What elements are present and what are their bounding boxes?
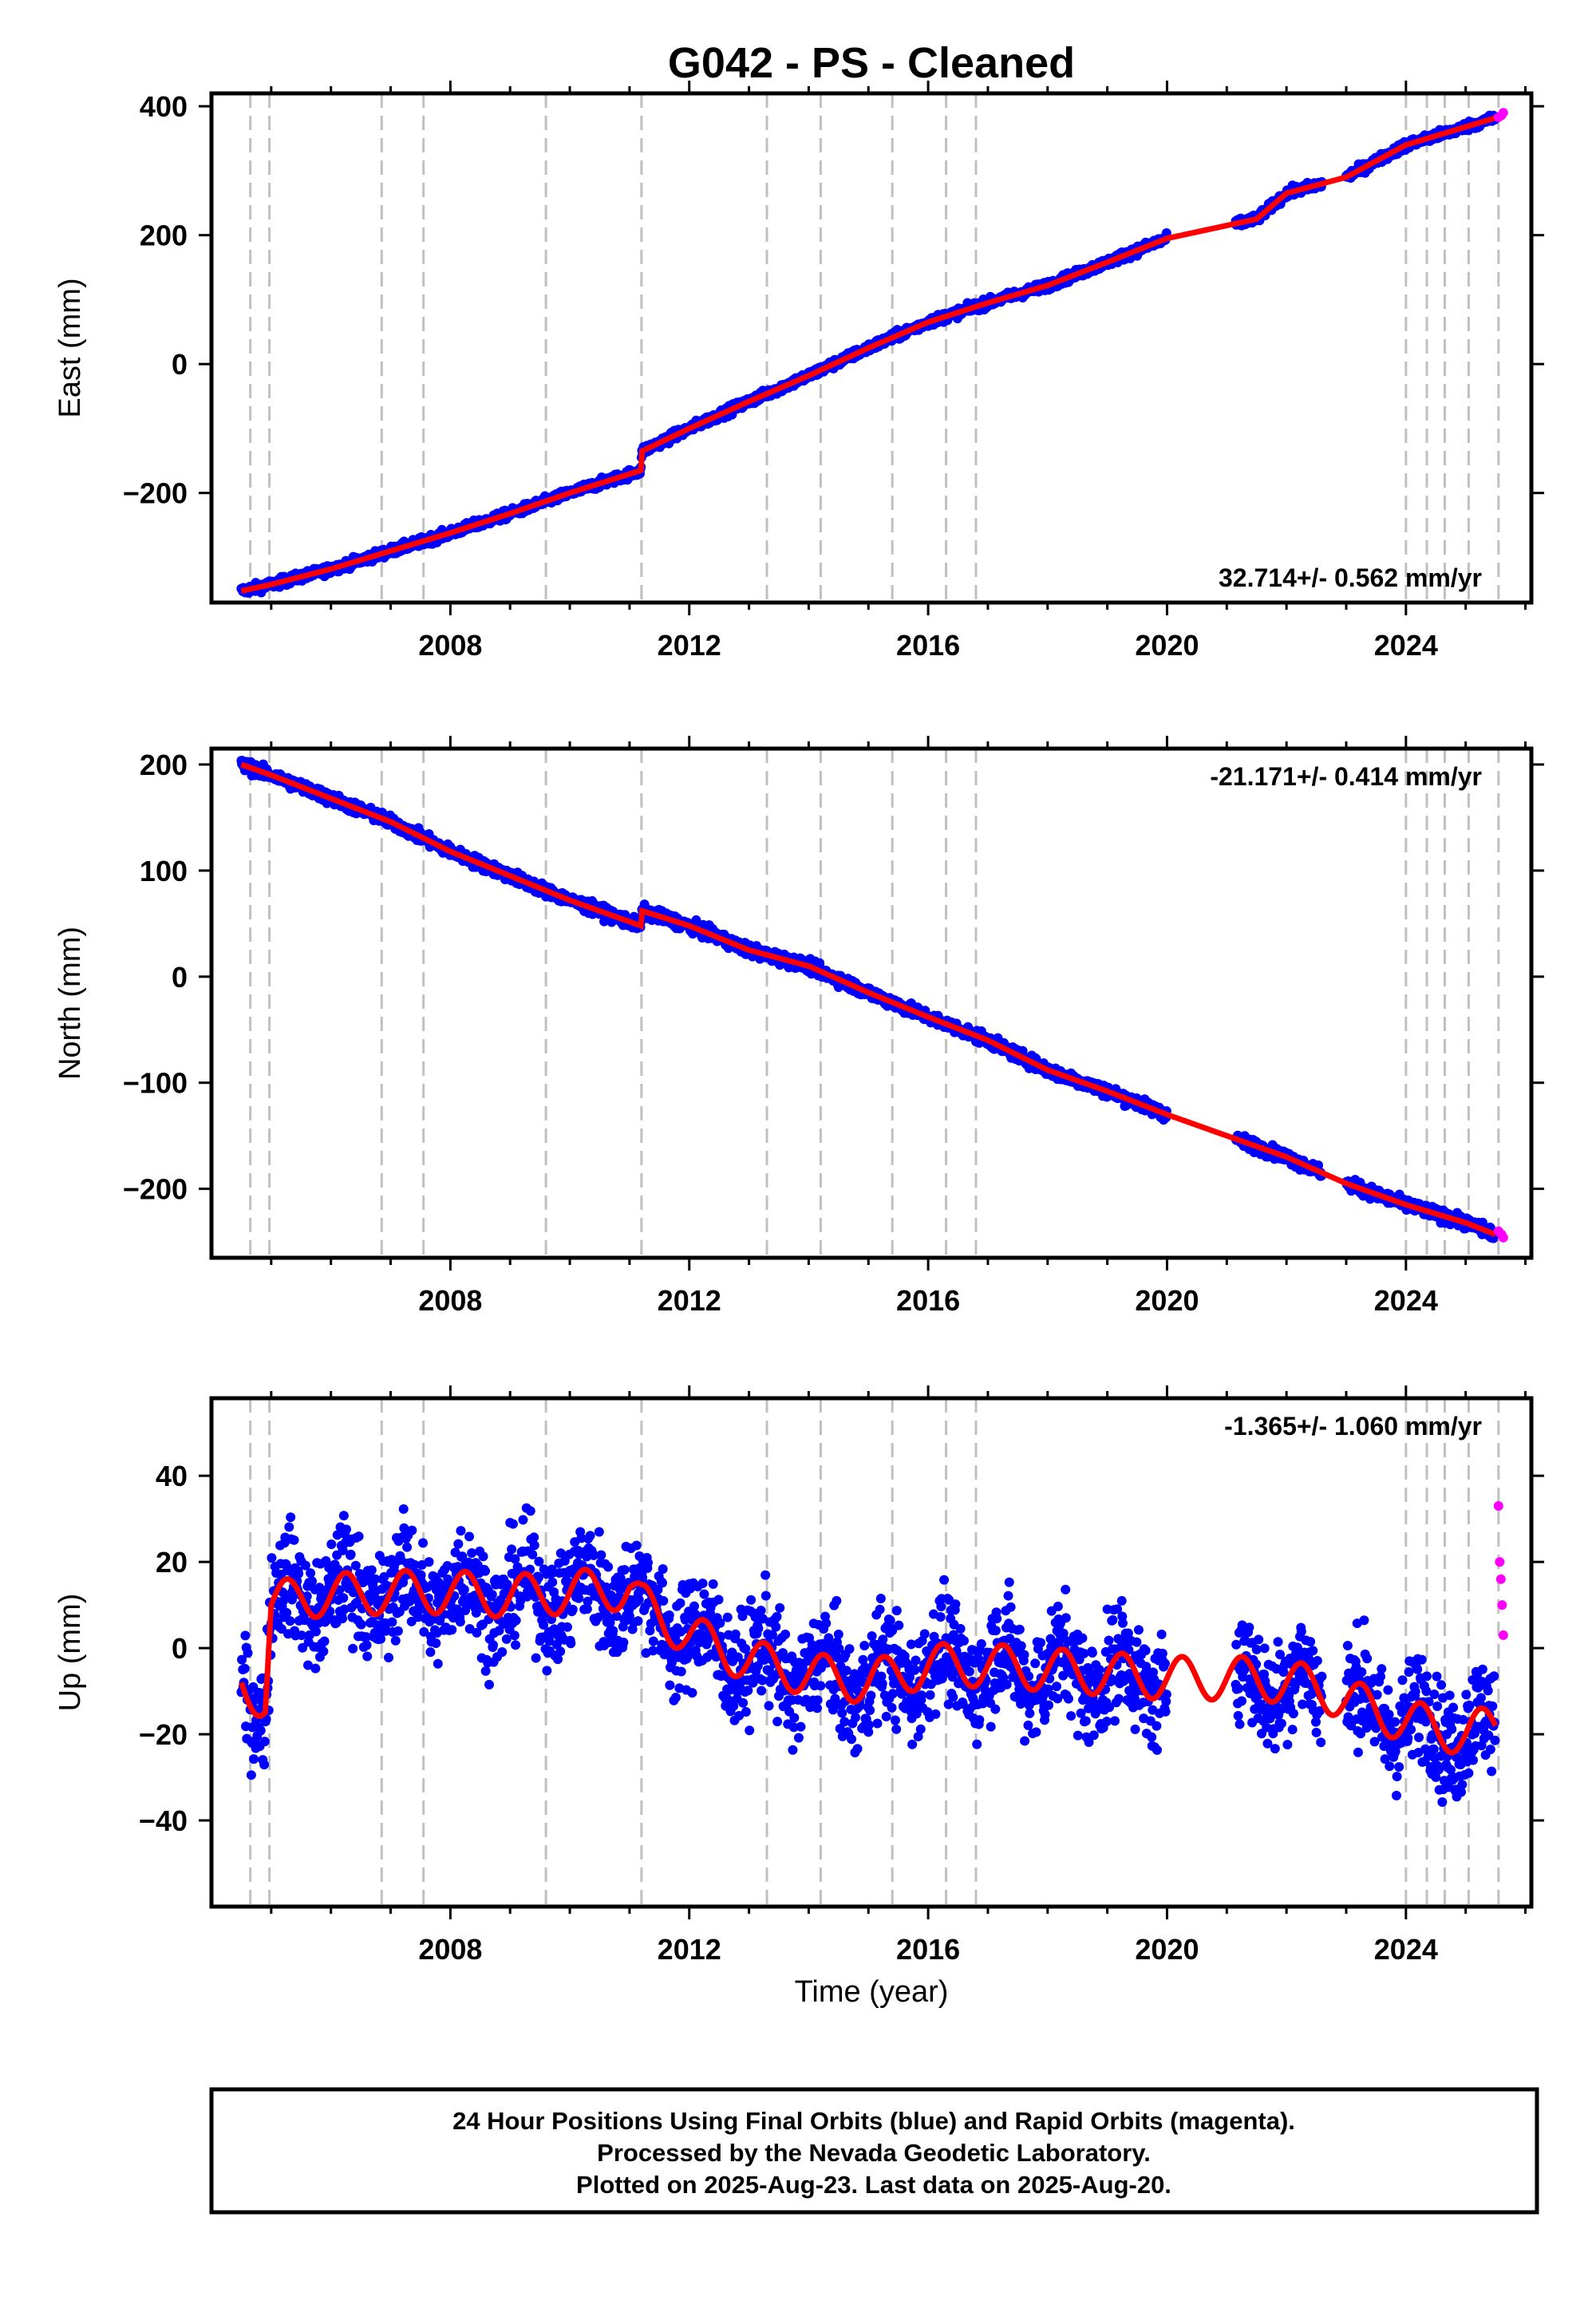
east-data-points	[236, 108, 1508, 599]
up-data-points	[236, 1500, 1508, 1807]
north-velocity-label: -21.171+/- 0.414 mm/yr	[1210, 762, 1482, 791]
y-tick-label: 200	[140, 219, 188, 252]
final-orbit-point	[356, 1619, 366, 1630]
y-tick-label: 200	[140, 749, 188, 781]
final-orbit-point	[284, 1522, 294, 1532]
x-tick-label: 2020	[1135, 1284, 1199, 1317]
y-tick-label: −200	[123, 1173, 188, 1206]
final-orbit-point	[318, 1646, 329, 1657]
final-orbit-point	[354, 1531, 364, 1542]
final-orbit-point	[240, 1630, 251, 1641]
x-tick-label: 2020	[1135, 629, 1199, 662]
y-tick-label: 100	[140, 855, 188, 887]
final-orbit-point	[259, 1760, 270, 1770]
x-tick-label: 2024	[1374, 1284, 1438, 1317]
north-y-axis-label: North (mm)	[53, 927, 87, 1080]
north-data-points	[236, 756, 1508, 1243]
final-orbit-point	[286, 1512, 296, 1523]
final-orbit-point	[259, 1737, 270, 1747]
east-y-axis-label: East (mm)	[53, 278, 87, 417]
final-orbit-point	[255, 1725, 266, 1736]
final-orbit-point	[348, 1643, 358, 1654]
final-orbit-point	[319, 1636, 330, 1646]
rapid-orbit-point	[1498, 108, 1508, 118]
final-orbit-point	[285, 1616, 295, 1626]
final-orbit-point	[289, 1535, 299, 1545]
final-orbit-point	[249, 1754, 259, 1765]
x-tick-label: 2016	[896, 629, 960, 662]
final-orbit-point	[310, 1626, 321, 1637]
final-orbit-point	[243, 1648, 253, 1658]
final-orbit-point	[338, 1614, 348, 1624]
x-tick-label: 2012	[658, 1284, 721, 1317]
figure-title: G042 - PS - Cleaned	[668, 39, 1075, 87]
final-orbit-point	[267, 1553, 277, 1563]
final-orbit-point	[326, 1539, 337, 1550]
final-orbit-point	[306, 1568, 316, 1579]
y-tick-label: −100	[123, 1067, 188, 1100]
final-orbit-point	[338, 1593, 349, 1603]
x-tick-label: 2008	[418, 629, 482, 662]
east-velocity-label: 32.714+/- 0.562 mm/yr	[1219, 563, 1482, 592]
y-tick-label: −200	[123, 477, 188, 510]
y-tick-label: 0	[172, 961, 188, 994]
east-panel: 2008 2012 2016 2020 2024 −200 0 200 400 East (mm)…	[53, 81, 1544, 662]
final-orbit-point	[246, 1770, 256, 1780]
final-orbit-point	[282, 1607, 292, 1618]
x-tick-label: 2016	[896, 1284, 960, 1317]
north-panel: 2008 2012 2016 2020 2024 −200 −100 0 100 200 North…	[53, 736, 1544, 1317]
x-tick-label: 2024	[1374, 629, 1438, 662]
x-tick-label: 2008	[418, 1284, 482, 1317]
final-orbit-point	[306, 1576, 317, 1587]
final-orbit-point	[346, 1549, 356, 1559]
final-orbit-point	[239, 1663, 250, 1674]
y-tick-label: 0	[172, 348, 188, 381]
x-tick-label: 2012	[658, 629, 721, 662]
final-orbit-point	[342, 1524, 352, 1535]
final-orbit-point	[310, 1663, 321, 1674]
rapid-orbit-point	[1498, 1232, 1508, 1243]
final-orbit-point	[287, 1595, 298, 1605]
final-orbit-point	[338, 1511, 349, 1521]
final-orbit-point	[294, 1568, 304, 1579]
y-tick-label: 400	[140, 90, 188, 123]
